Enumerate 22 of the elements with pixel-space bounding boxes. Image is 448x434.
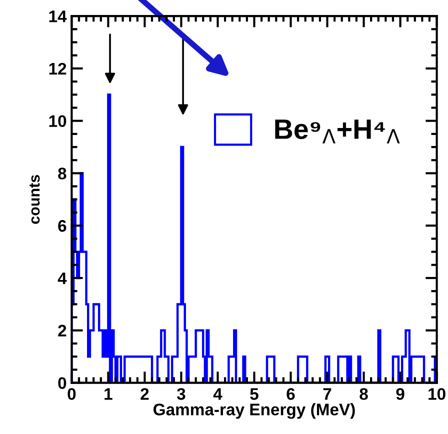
x-tick-label: 10 xyxy=(428,388,446,400)
legend-label: Be⁹$_{Λ}$+H⁴$_{Λ}$ xyxy=(275,120,400,144)
y-tick-label: 10 xyxy=(49,115,66,128)
y-tick-label: 14 xyxy=(49,10,67,22)
x-tick-label: 0 xyxy=(68,388,76,400)
y-tick-label: 6 xyxy=(58,220,66,232)
x-tick-label: 1 xyxy=(104,388,112,400)
x-tick-label: 6 xyxy=(286,388,295,400)
x-tick-label: 8 xyxy=(360,388,368,400)
y-tick-label: 8 xyxy=(58,168,66,180)
y-axis-title: counts xyxy=(30,175,40,224)
x-axis-title: Gamma-ray Energy (MeV) xyxy=(154,403,355,419)
y-tick-label: 2 xyxy=(58,324,66,336)
y-tick-label: 12 xyxy=(49,62,66,74)
x-tick-label: 9 xyxy=(396,388,404,400)
y-tick-label: 0 xyxy=(58,377,66,389)
x-tick-label: 7 xyxy=(323,388,332,400)
x-tick-label: 3 xyxy=(176,388,186,400)
x-tick-label: 5 xyxy=(250,388,258,400)
x-tick-label: 4 xyxy=(213,388,222,400)
y-tick-label: 4 xyxy=(58,272,67,284)
x-tick-label: 2 xyxy=(140,388,149,400)
